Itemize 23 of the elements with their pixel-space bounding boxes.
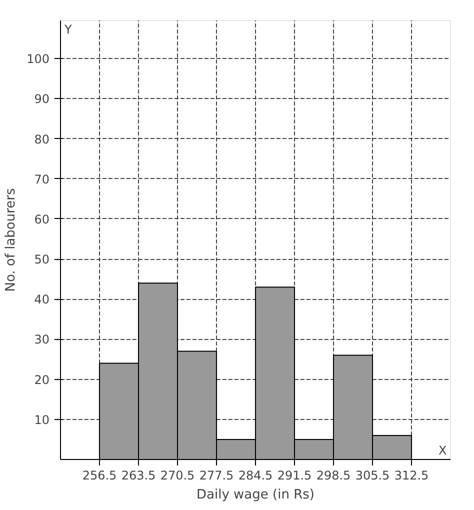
y-tick-label: 10: [34, 412, 50, 427]
y-tick-label: 50: [34, 252, 50, 267]
x-tick-label: 298.5: [316, 468, 351, 482]
y-axis-title: No. of labourers: [4, 188, 19, 292]
x-tick-label: 270.5: [160, 468, 195, 482]
x-tick-label: 305.5: [355, 468, 390, 482]
y-tick-label: 70: [34, 172, 50, 186]
x-tick-label: 256.5: [82, 468, 117, 482]
annotation: X: [438, 444, 447, 458]
x-tick-label: 284.5: [238, 468, 273, 482]
annotation: Y: [64, 22, 72, 36]
x-tick-label: 277.5: [199, 468, 234, 482]
x-tick-label: 291.5: [277, 468, 312, 482]
x-tick-label: 263.5: [121, 468, 156, 482]
y-tick-label: 80: [34, 132, 50, 146]
x-tick-label: 312.5: [394, 468, 429, 482]
y-tick-label: 60: [34, 212, 50, 226]
y-tick-label: 30: [34, 332, 50, 347]
y-tick-label: 40: [34, 292, 50, 307]
y-tick-label: 20: [34, 372, 50, 387]
y-tick-label: 90: [34, 92, 50, 106]
y-tick-label: 100: [26, 52, 50, 66]
x-axis-title: Daily wage (in Rs): [196, 488, 314, 502]
